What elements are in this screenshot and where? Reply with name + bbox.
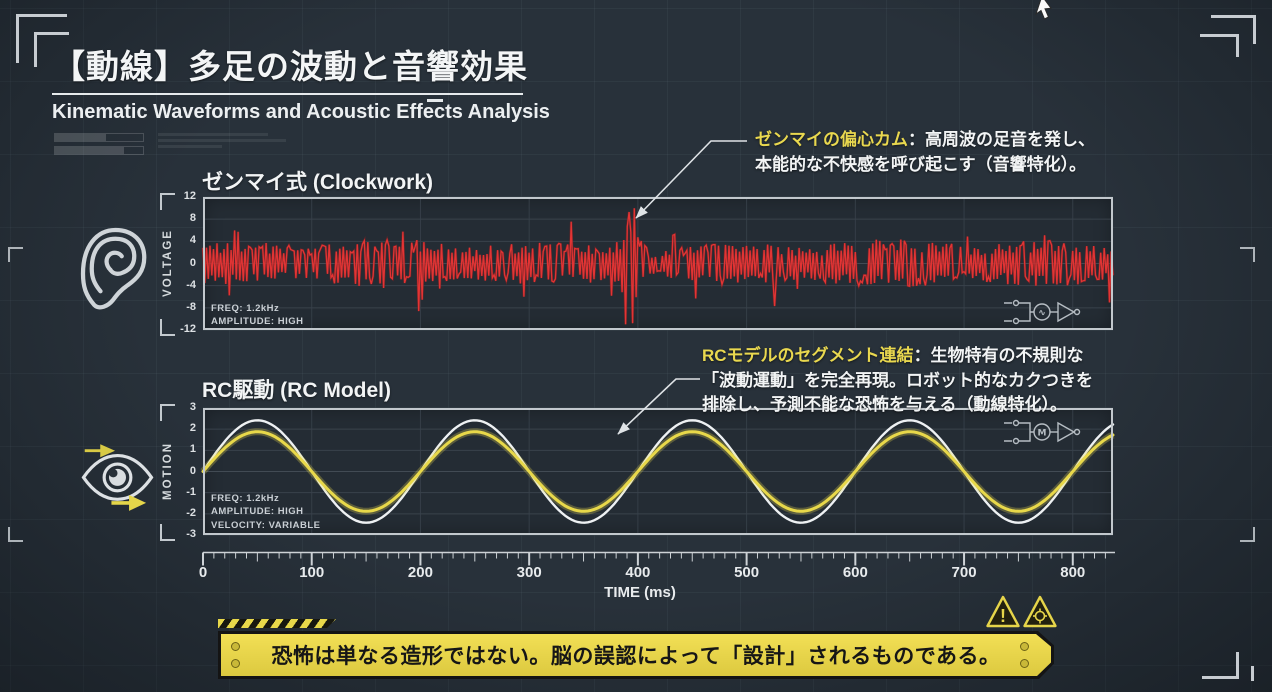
chart1-meta-amplitude: AMPLITUDE: HIGH	[211, 316, 304, 328]
chart1-title: ゼンマイ式 (Clockwork)	[202, 171, 434, 194]
chart2-meta-freq: FREQ: 1.2kHz	[211, 493, 280, 504]
x-tick-label: 400	[625, 564, 651, 581]
eye-outline	[81, 453, 154, 501]
x-tick-label: 0	[198, 564, 208, 581]
y-tick-label: -3	[186, 528, 196, 540]
page-title: 【動線】多足の波動と音響効果	[52, 48, 528, 85]
mid-bracket-right-top	[1240, 247, 1255, 262]
motion-arrow-top	[84, 444, 116, 458]
y-tick-label: -8	[186, 300, 196, 313]
annotation-clockwork-highlight: ゼンマイの偏心カム	[755, 130, 908, 149]
svg-text:!: !	[1000, 606, 1006, 626]
conclusion-banner-text: 恐怖は単なる造形ではない。脳の誤認によって「設計」されるものである。	[271, 645, 1001, 668]
annotation-rc-line2: 「波動運動」を完全再現。ロボット的なカクつきを	[702, 370, 1093, 390]
y-tick-label: 8	[189, 212, 196, 225]
annotation-clockwork-rest: ：高周波の足音を発し、	[908, 130, 1095, 149]
corner-bracket-top-right-inner	[1200, 34, 1239, 57]
corner-bracket-top-right-outer	[1211, 15, 1256, 44]
x-axis-label: TIME (ms)	[604, 584, 676, 601]
y-tick-label: 12	[183, 190, 196, 202]
chart2-waveform-canvas: M	[200, 407, 1115, 536]
hazard-stripe-bar	[218, 619, 336, 628]
annotation-clockwork-line1: ゼンマイの偏心カム：高周波の足音を発し、	[755, 128, 1095, 153]
warning-exclamation-icon: !	[986, 595, 1020, 628]
corner-bracket-top-left-outer	[16, 14, 67, 63]
page-subtitle: Kinematic Waveforms and Acoustic Effects…	[52, 101, 550, 123]
chart1-meta-freq: FREQ: 1.2kHz	[211, 303, 280, 314]
y-tick-label: 2	[189, 422, 196, 435]
rc-motion-inner	[201, 430, 1115, 513]
rivet-icon	[1020, 659, 1029, 668]
corner-bracket-top-left-inner	[34, 32, 69, 67]
x-tick-label: 800	[1060, 564, 1086, 581]
annotation-rc-line1: RCモデルのセグメント連結：生物特有の不規則な	[702, 344, 1093, 369]
annotation-clockwork-line2: 本能的な不快感を呼び起こす（音響特化）。	[755, 154, 1087, 174]
ear-icon	[78, 226, 153, 319]
x-tick-label: 600	[842, 564, 868, 581]
chart2-meta: FREQ: 1.2kHz AMPLITUDE: HIGH VELOCITY: V…	[211, 492, 320, 532]
chart1-waveform-canvas: ∿	[201, 196, 1115, 331]
chart2-axis-bracket-top	[160, 404, 175, 421]
motion-arrow-bottom	[111, 494, 147, 511]
x-tick-label: 300	[516, 564, 542, 581]
chart1-axis-bracket-top	[160, 193, 175, 210]
x-tick-label: 200	[407, 564, 433, 581]
annotation-rc-highlight: RCモデルのセグメント連結	[702, 346, 914, 365]
chart2-meta-amplitude: AMPLITUDE: HIGH	[211, 506, 304, 518]
eye-motion-icon	[75, 440, 160, 515]
mid-bracket-left-top	[8, 247, 23, 262]
annotation-rc: RCモデルのセグメント連結：生物特有の不規則な 「波動運動」を完全再現。ロボット…	[702, 344, 1093, 418]
x-tick-label: 700	[951, 564, 977, 581]
x-tick-label: 100	[299, 564, 325, 581]
annotation-rc-line3: 排除し、予測不能な恐怖を与える（動線特化）。	[702, 395, 1067, 414]
rivet-icon	[231, 642, 240, 651]
y-tick-label: 0	[189, 256, 196, 269]
decorative-dash	[427, 99, 443, 102]
rivet-icon	[231, 659, 240, 668]
conclusion-banner-plate: 恐怖は単なる造形ではない。脳の誤認によって「設計」されるものである。	[221, 634, 1051, 676]
mouse-cursor-icon	[1035, 0, 1052, 20]
mid-bracket-left-bottom	[8, 527, 23, 542]
edge-tick-mark	[1251, 666, 1254, 681]
rivet-icon	[1020, 642, 1029, 651]
decorative-meta-block	[54, 133, 286, 159]
chart1-axis-bracket-bottom	[160, 319, 175, 336]
y-tick-label: -1	[186, 485, 196, 498]
y-tick-label: -2	[186, 506, 196, 519]
svg-text:M: M	[1038, 429, 1047, 439]
motor-amp-circuit-icon: M	[1004, 419, 1081, 445]
y-tick-label: 4	[189, 234, 196, 247]
chart2-meta-velocity: VELOCITY: VARIABLE	[211, 519, 321, 531]
chart2-title: RC駆動 (RC Model)	[202, 379, 391, 402]
x-tick-label: 500	[734, 564, 760, 581]
y-tick-label: 0	[189, 464, 196, 477]
chart2-axis-bracket-bottom	[160, 524, 175, 541]
chart1-meta: FREQ: 1.2kHz AMPLITUDE: HIGH	[211, 302, 303, 329]
y-tick-label: 1	[189, 443, 196, 456]
warning-icons: !	[986, 595, 1057, 628]
mid-bracket-right-bottom	[1240, 527, 1255, 542]
decorative-progress-bars	[54, 133, 144, 159]
signal-amp-circuit-icon: ∿	[1004, 299, 1081, 325]
annotation-rc-rest: ：生物特有の不規則な	[913, 346, 1084, 365]
corner-bracket-bottom-right	[1202, 652, 1239, 679]
svg-text:∿: ∿	[1038, 309, 1046, 319]
y-tick-label: -12	[180, 323, 196, 335]
y-tick-label: -4	[186, 278, 196, 291]
title-underline	[52, 93, 523, 95]
conclusion-banner: 恐怖は単なる造形ではない。脳の誤認によって「設計」されるものである。	[218, 631, 1054, 679]
warning-gear-icon	[1023, 595, 1057, 628]
clockwork-acoustic-noise	[202, 208, 1114, 325]
annotation-clockwork: ゼンマイの偏心カム：高周波の足音を発し、 本能的な不快感を呼び起こす（音響特化）…	[755, 128, 1095, 177]
decorative-micro-text	[158, 133, 286, 159]
chart1-plot-area: ∿	[201, 196, 1115, 331]
time-axis-ruler	[202, 551, 1115, 566]
y-tick-label: 3	[189, 401, 196, 413]
chart2-plot-area: M	[200, 407, 1115, 536]
